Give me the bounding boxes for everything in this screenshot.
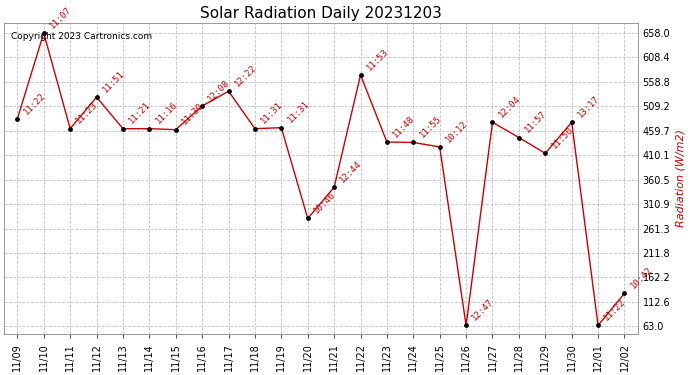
Point: [566, 119, 578, 125]
Point: [91, 94, 102, 100]
Text: 11:16: 11:16: [153, 100, 179, 126]
Text: 12:04: 12:04: [497, 94, 522, 120]
Point: [328, 184, 339, 190]
Title: Solar Radiation Daily 20231203: Solar Radiation Daily 20231203: [200, 6, 442, 21]
Point: [223, 88, 234, 94]
Point: [540, 150, 551, 156]
Point: [144, 126, 155, 132]
Text: 11:50: 11:50: [549, 125, 575, 150]
Text: 11:22: 11:22: [602, 297, 628, 322]
Point: [170, 127, 181, 133]
Point: [513, 135, 524, 141]
Text: 11:31: 11:31: [286, 99, 311, 125]
Text: 11:48: 11:48: [391, 114, 417, 139]
Point: [249, 126, 260, 132]
Point: [117, 126, 128, 132]
Text: 11:53: 11:53: [365, 47, 390, 72]
Point: [434, 144, 445, 150]
Point: [382, 139, 393, 145]
Text: 11:22: 11:22: [21, 91, 47, 116]
Text: 11:51: 11:51: [101, 69, 126, 94]
Point: [487, 119, 498, 125]
Y-axis label: Radiation (W/m2): Radiation (W/m2): [676, 129, 686, 228]
Text: 11:31: 11:31: [259, 100, 284, 126]
Text: Copyright 2023 Cartronics.com: Copyright 2023 Cartronics.com: [10, 33, 152, 42]
Text: 10:12: 10:12: [444, 119, 469, 144]
Text: 12:44: 12:44: [338, 159, 364, 184]
Point: [197, 103, 208, 109]
Text: 11:57: 11:57: [523, 110, 549, 135]
Text: 12:08: 12:08: [206, 78, 232, 103]
Text: 12:47: 12:47: [471, 297, 495, 322]
Point: [12, 116, 23, 122]
Text: 11:55: 11:55: [417, 114, 443, 140]
Point: [593, 322, 604, 328]
Point: [355, 72, 366, 78]
Text: 11:23: 11:23: [75, 100, 99, 126]
Text: 10:42: 10:42: [629, 265, 654, 291]
Point: [460, 322, 471, 328]
Text: 13:17: 13:17: [576, 94, 601, 120]
Text: 11:30: 11:30: [180, 102, 205, 127]
Text: 11:21: 11:21: [127, 100, 152, 126]
Point: [38, 30, 49, 36]
Point: [302, 215, 313, 221]
Text: 10:46: 10:46: [312, 190, 337, 216]
Text: 11:07: 11:07: [48, 5, 73, 30]
Point: [619, 290, 630, 296]
Point: [65, 126, 76, 132]
Point: [408, 140, 419, 146]
Point: [276, 124, 287, 130]
Text: 12:22: 12:22: [233, 63, 258, 88]
